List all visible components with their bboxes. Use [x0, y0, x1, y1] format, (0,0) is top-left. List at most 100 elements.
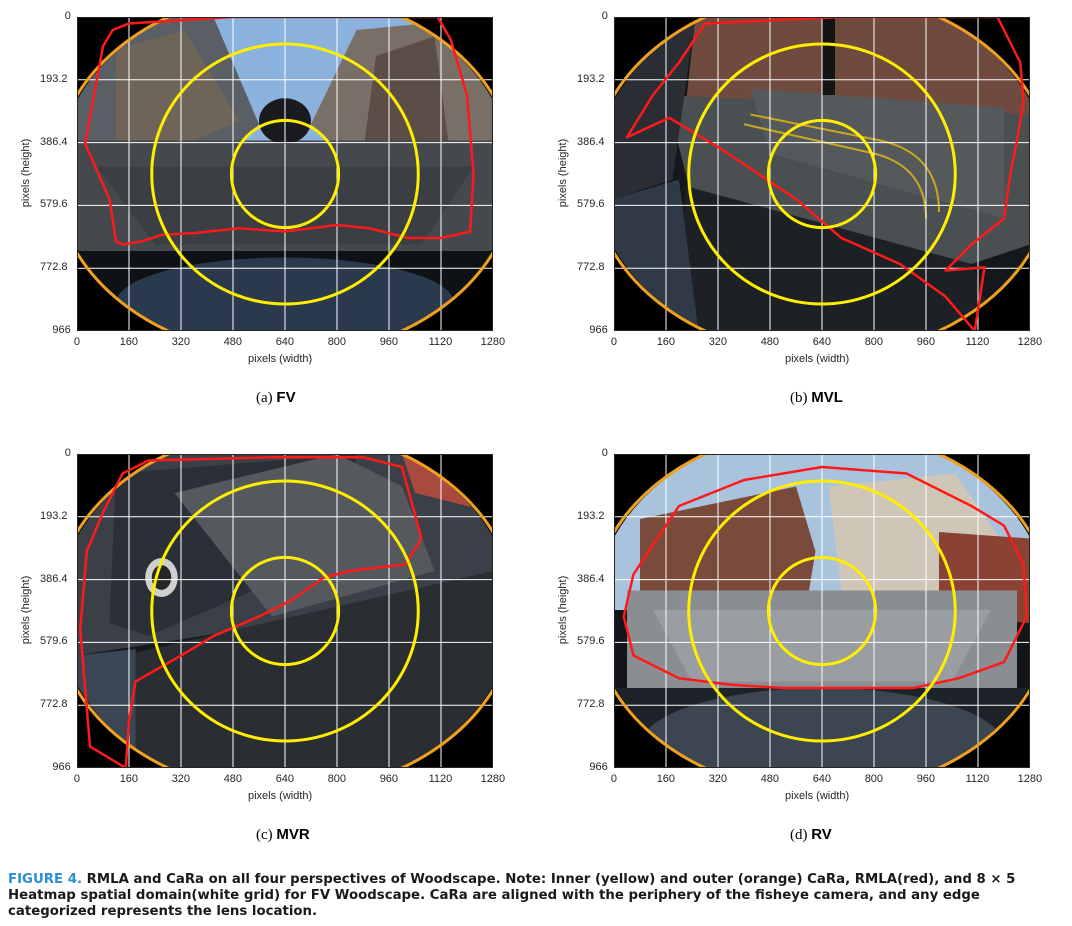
x-tick-label: 800 — [327, 336, 347, 348]
x-tick-label: 0 — [73, 773, 81, 785]
figure-label: FIGURE 4. — [8, 872, 82, 887]
y-axis-label: pixels (height) — [557, 138, 570, 208]
x-tick-label: 320 — [171, 336, 191, 348]
figure-caption: FIGURE 4. RMLA and CaRa on all four pers… — [8, 872, 1064, 920]
y-tick-label: 772.8 — [577, 261, 605, 274]
y-tick-label: 193.2 — [40, 509, 68, 522]
y-tick-label: 193.2 — [577, 509, 605, 522]
rmla-boundary — [622, 465, 1028, 690]
x-tick-label: 960 — [379, 773, 399, 785]
subfigure-name: RV — [811, 826, 832, 843]
caption-text: RMLA and CaRa on all four perspectives o… — [8, 872, 1016, 919]
x-tick-label: 320 — [708, 773, 728, 785]
plot-d — [614, 454, 1030, 768]
x-tick-label: 160 — [656, 773, 676, 785]
y-tick-label: 579.6 — [577, 198, 605, 211]
cara-outer-yellow-circle — [150, 42, 420, 306]
y-tick-label: 579.6 — [40, 635, 68, 648]
x-tick-label: 1280 — [480, 773, 506, 785]
y-tick-label: 0 — [64, 447, 71, 459]
x-tick-label: 960 — [916, 773, 936, 785]
rmla-boundary — [79, 456, 423, 768]
x-tick-label: 640 — [812, 336, 832, 348]
x-tick-label: 1280 — [1017, 773, 1043, 785]
rmla-boundary — [83, 17, 475, 246]
subfigure-caption-d: (d) RV — [790, 826, 832, 844]
y-tick-label: 0 — [601, 10, 608, 22]
y-tick-label: 966 — [589, 324, 608, 336]
x-tick-label: 1120 — [965, 773, 990, 785]
x-axis-label: pixels (width) — [785, 790, 850, 802]
x-tick-label: 640 — [275, 336, 295, 348]
inner-cara-circle — [766, 118, 878, 230]
x-tick-label: 480 — [760, 336, 780, 348]
y-tick-label: 386.4 — [40, 135, 68, 148]
x-tick-label: 320 — [171, 773, 191, 785]
x-tick-label: 960 — [379, 336, 399, 348]
y-tick-label: 772.8 — [40, 698, 68, 711]
subfigure-letter: (a) — [256, 390, 277, 406]
plot-a — [77, 17, 493, 331]
x-tick-label: 800 — [864, 336, 884, 348]
x-tick-label: 1280 — [480, 336, 506, 348]
y-tick-label: 0 — [64, 10, 71, 22]
y-tick-label: 579.6 — [577, 635, 605, 648]
heatmap-grid — [614, 17, 1030, 331]
heatmap-grid — [77, 17, 493, 331]
subfigure-letter: (d) — [790, 827, 812, 843]
x-tick-label: 640 — [275, 773, 295, 785]
axes-box — [77, 454, 493, 768]
cara-outer-yellow-circle — [687, 42, 957, 306]
x-tick-label: 0 — [73, 336, 81, 348]
x-tick-label: 0 — [610, 336, 618, 348]
x-tick-label: 160 — [119, 336, 139, 348]
x-tick-label: 0 — [610, 773, 618, 785]
x-tick-label: 160 — [119, 773, 139, 785]
y-tick-label: 966 — [52, 761, 71, 773]
x-tick-label: 480 — [760, 773, 780, 785]
y-axis-label: pixels (height) — [557, 575, 570, 645]
subfigure-letter: (b) — [790, 390, 812, 406]
x-tick-label: 1120 — [428, 773, 453, 785]
x-tick-label: 800 — [864, 773, 884, 785]
inner-cara-circle — [229, 118, 341, 230]
rmla-boundary — [625, 17, 1025, 331]
x-tick-label: 1120 — [965, 336, 990, 348]
y-axis-label: pixels (height) — [20, 138, 33, 208]
inner-cara-circle — [229, 555, 341, 667]
x-tick-label: 640 — [812, 773, 832, 785]
y-axis-label: pixels (height) — [20, 575, 33, 645]
x-tick-label: 480 — [223, 336, 243, 348]
subfigure-letter: (c) — [256, 827, 277, 843]
y-tick-label: 193.2 — [40, 72, 68, 85]
x-tick-label: 480 — [223, 773, 243, 785]
y-tick-label: 966 — [589, 761, 608, 773]
plot-b — [614, 17, 1030, 331]
plot-c — [77, 454, 493, 768]
heatmap-grid — [614, 454, 1030, 768]
y-tick-label: 386.4 — [577, 572, 605, 585]
subfigure-caption-b: (b) MVL — [790, 389, 843, 407]
axes-box — [614, 17, 1030, 331]
x-tick-label: 800 — [327, 773, 347, 785]
axes-box — [77, 17, 493, 331]
subfigure-caption-c: (c) MVR — [256, 826, 310, 844]
cara-outer-yellow-circle — [687, 479, 957, 743]
inner-cara-circle — [766, 555, 878, 667]
x-axis-label: pixels (width) — [248, 790, 313, 802]
subfigure-name: MVR — [276, 826, 310, 843]
y-tick-label: 386.4 — [40, 572, 68, 585]
cara-outer-yellow-circle — [150, 479, 420, 743]
subfigure-caption-a: (a) FV — [256, 389, 296, 407]
y-tick-label: 386.4 — [577, 135, 605, 148]
y-tick-label: 579.6 — [40, 198, 68, 211]
x-axis-label: pixels (width) — [785, 353, 850, 365]
y-tick-label: 966 — [52, 324, 71, 336]
x-tick-label: 1120 — [428, 336, 453, 348]
x-axis-label: pixels (width) — [248, 353, 313, 365]
y-tick-label: 193.2 — [577, 72, 605, 85]
subfigure-name: MVL — [811, 389, 843, 406]
x-tick-label: 960 — [916, 336, 936, 348]
y-tick-label: 0 — [601, 447, 608, 459]
x-tick-label: 1280 — [1017, 336, 1043, 348]
